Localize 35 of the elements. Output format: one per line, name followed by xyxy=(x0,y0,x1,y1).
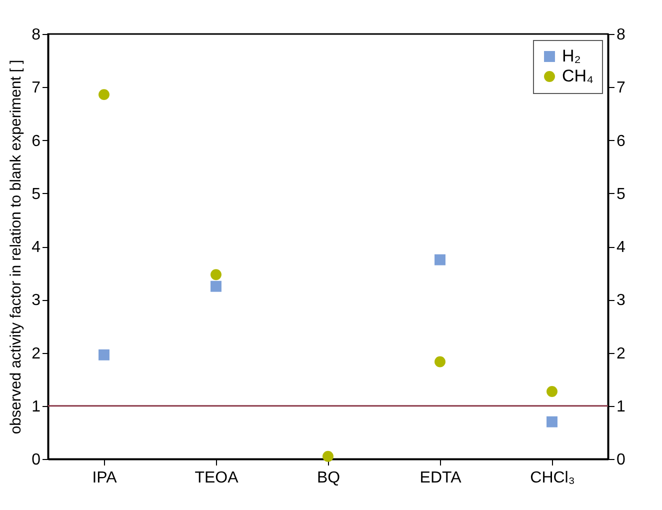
point xyxy=(98,89,110,100)
point xyxy=(210,280,222,292)
y-tick-label: 6 xyxy=(32,132,41,150)
y-tick-label: 2 xyxy=(32,345,41,362)
point xyxy=(322,450,334,462)
x-tick-label: CHCl₃ xyxy=(530,470,575,486)
y2-tick-label: 7 xyxy=(616,80,626,97)
y-tick-label: 7 xyxy=(32,80,41,97)
x-tick-label: BQ xyxy=(316,470,340,486)
y-tick-label: 4 xyxy=(32,239,41,256)
point xyxy=(434,356,446,368)
y2-tick-label: 0 xyxy=(616,452,626,468)
legend-label: H₂ xyxy=(562,46,581,66)
point xyxy=(210,269,222,280)
y2-tick-label: 8 xyxy=(616,26,626,44)
y2-tick-label: 3 xyxy=(616,292,626,310)
y-tick-label: 1 xyxy=(32,398,41,416)
y2-tick-label: 1 xyxy=(616,398,626,416)
point xyxy=(434,254,446,266)
point xyxy=(546,416,558,428)
y-tick-label: 3 xyxy=(32,292,41,310)
point xyxy=(98,349,110,360)
y-tick-label: 0 xyxy=(32,452,41,468)
y-tick-label: 8 xyxy=(32,26,41,44)
y2-tick-label: 2 xyxy=(616,345,626,362)
y2-tick-label: 4 xyxy=(616,239,626,256)
legend-label: CH₄ xyxy=(562,66,594,86)
x-tick-label: TEOA xyxy=(194,470,239,486)
point xyxy=(546,386,558,397)
x-tick-label: IPA xyxy=(92,470,118,486)
y-axis-title: observed activity factor in relation to blank experiment [ ] xyxy=(8,60,25,434)
y2-tick-label: 6 xyxy=(616,132,626,150)
y2-tick-label: 5 xyxy=(616,186,626,203)
x-tick-label: EDTA xyxy=(420,470,462,486)
y-tick-label: 5 xyxy=(32,186,41,203)
